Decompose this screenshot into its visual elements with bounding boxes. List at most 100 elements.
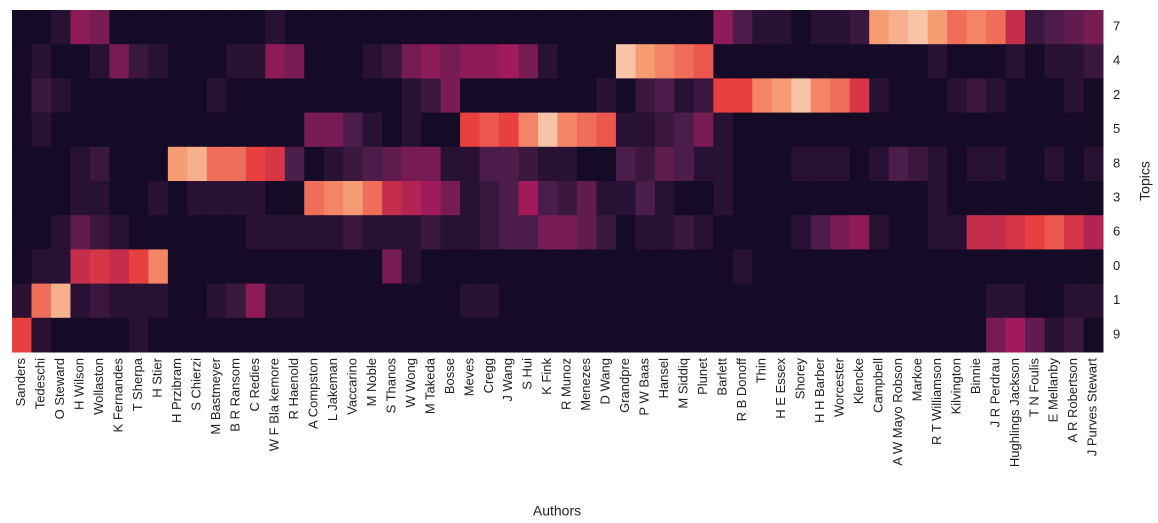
heat-cell <box>947 112 968 148</box>
heat-cell <box>1005 181 1026 216</box>
heat-cell <box>635 283 656 319</box>
heat-cell <box>557 44 578 79</box>
heat-cell <box>362 146 383 182</box>
heat-cell <box>986 181 1007 216</box>
heat-cell <box>148 215 169 250</box>
heat-cell <box>109 10 130 45</box>
heat-cell <box>31 44 52 79</box>
heat-cell <box>674 10 695 45</box>
heat-cell <box>771 78 792 114</box>
heat-cell <box>791 249 812 285</box>
heat-cell <box>557 249 578 285</box>
heat-cell <box>849 44 870 79</box>
heat-cell <box>343 215 364 250</box>
heat-cell <box>382 181 403 216</box>
y-tick-label: 2 <box>1113 87 1120 102</box>
heat-cell <box>576 215 597 250</box>
heat-cell <box>167 44 188 79</box>
heat-cell <box>1044 10 1065 45</box>
heat-cell <box>1005 215 1026 250</box>
heat-cell <box>226 10 247 45</box>
heat-cell <box>304 78 325 114</box>
heat-cell <box>908 10 929 45</box>
heat-cell <box>245 215 266 250</box>
heat-cell <box>849 249 870 285</box>
heat-cell <box>362 249 383 285</box>
heat-cell <box>1025 283 1046 319</box>
heat-cell <box>518 10 539 45</box>
heat-cell <box>888 215 909 250</box>
heat-cell <box>693 78 714 114</box>
y-tick-label: 1 <box>1113 292 1120 307</box>
heat-cell <box>1083 249 1104 285</box>
heat-cell <box>557 181 578 216</box>
heat-cell <box>167 283 188 319</box>
heat-cell <box>752 78 773 114</box>
heat-cell <box>460 44 481 79</box>
heat-cell <box>265 181 286 216</box>
heat-cell <box>771 146 792 182</box>
heat-cell <box>888 146 909 182</box>
heat-cell <box>440 249 461 285</box>
heat-cell <box>1064 215 1085 250</box>
heat-cell <box>226 215 247 250</box>
y-axis-title: Topics <box>1137 161 1153 201</box>
heat-cell <box>323 317 344 353</box>
x-tick-label: D Wang <box>598 358 613 404</box>
heat-cell <box>576 112 597 148</box>
heat-cell <box>128 249 149 285</box>
heat-cell <box>1083 146 1104 182</box>
x-tick-label: R B Donoff <box>734 358 749 422</box>
heat-cell <box>479 146 500 182</box>
heat-cell <box>830 44 851 79</box>
heat-cell <box>89 249 110 285</box>
heat-cell <box>732 10 753 45</box>
heat-cell <box>50 283 71 319</box>
heat-cell <box>12 181 32 216</box>
x-axis-title: Authors <box>533 503 581 519</box>
heat-cell <box>966 146 987 182</box>
heat-cell <box>635 44 656 79</box>
heat-cell <box>966 44 987 79</box>
heat-cell <box>148 283 169 319</box>
heat-cell <box>732 146 753 182</box>
heat-cell <box>810 249 831 285</box>
heat-cell <box>245 181 266 216</box>
x-tick-label: Wollaston <box>91 358 106 415</box>
heat-cell <box>596 181 617 216</box>
y-tick-label: 4 <box>1113 53 1120 68</box>
heat-cell <box>284 181 305 216</box>
heat-cell <box>187 283 208 319</box>
heat-cell <box>908 283 929 319</box>
heat-cell <box>596 78 617 114</box>
heat-cell <box>109 215 130 250</box>
heat-cell <box>109 146 130 182</box>
heat-cell <box>674 283 695 319</box>
heat-cell <box>518 215 539 250</box>
heat-cell <box>596 146 617 182</box>
heat-cell <box>791 112 812 148</box>
heat-cell <box>460 78 481 114</box>
heat-cell <box>245 112 266 148</box>
heat-cell <box>206 112 227 148</box>
heat-cell <box>908 44 929 79</box>
heat-cell <box>70 78 91 114</box>
heat-cell <box>752 317 773 353</box>
heat-cell <box>401 112 422 148</box>
heat-cell <box>713 283 734 319</box>
heat-cell <box>830 112 851 148</box>
heat-cell <box>245 283 266 319</box>
heat-cell <box>460 10 481 45</box>
heat-cell <box>1083 10 1104 45</box>
heat-cell <box>654 215 675 250</box>
heat-cell <box>615 215 636 250</box>
heat-cell <box>421 317 442 353</box>
heat-cell <box>401 44 422 79</box>
heat-cell <box>50 78 71 114</box>
heat-cell <box>421 78 442 114</box>
heat-cell <box>323 78 344 114</box>
heat-cell <box>888 44 909 79</box>
x-tick-label: A Compston <box>305 358 320 429</box>
x-tick-label: Hansel <box>656 358 671 399</box>
heat-cell <box>986 78 1007 114</box>
